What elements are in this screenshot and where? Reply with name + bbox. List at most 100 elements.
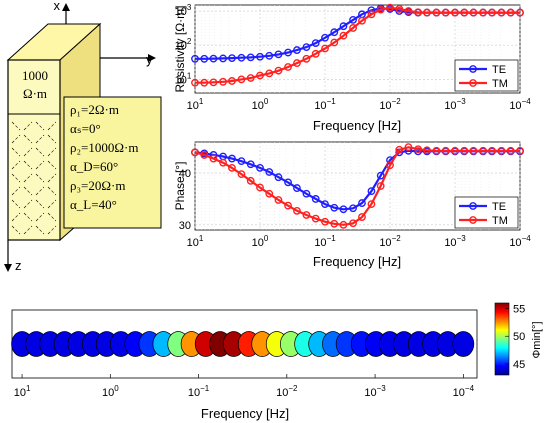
hatch-mark: [11, 186, 21, 196]
hatch-mark: [23, 212, 33, 222]
data-point-tm: [423, 8, 431, 17]
hatch-mark: [11, 121, 21, 131]
resistivity-ticks: 101 100 10−1 10−2 10−3 10−4 101 102 103: [175, 3, 532, 112]
data-point-tm: [395, 5, 404, 13]
data-point-tm: [256, 71, 264, 80]
data-point-tm: [209, 154, 218, 163]
legend-marker-te: [469, 202, 477, 210]
data-point-te: [339, 205, 348, 214]
data-point-tm: [386, 3, 394, 12]
parameter-3: α_D=60°: [70, 159, 118, 174]
x-tick-label: 100: [252, 234, 269, 249]
legend-label-te: TE: [492, 201, 506, 213]
y-tick-label: 103: [175, 3, 192, 18]
hatch-mark: [47, 134, 57, 144]
data-point-tm: [516, 146, 524, 155]
data-point-tm: [330, 219, 339, 228]
x-tick-label: 101: [187, 234, 204, 249]
hatch-mark: [35, 147, 45, 157]
data-point-tm: [302, 54, 311, 63]
data-point-tm: [339, 31, 348, 40]
data-point-tm: [469, 8, 478, 17]
data-point-te: [274, 173, 283, 182]
data-point-tm: [265, 69, 274, 78]
parameter-4: ρ₃=20Ω·m: [70, 178, 125, 193]
hatch-mark: [23, 186, 33, 196]
hatch-mark: [35, 173, 45, 183]
data-point-tm: [432, 8, 441, 17]
data-point-tm: [404, 7, 413, 15]
z-axis-arrowhead: [4, 264, 12, 272]
hatch-mark: [35, 199, 45, 209]
data-point-tm: [349, 24, 357, 32]
data-point-tm: [293, 206, 301, 215]
data-point-tm: [200, 151, 209, 159]
y-tick-label: 102: [175, 37, 192, 52]
data-point-te: [228, 54, 236, 62]
data-point-tm: [219, 158, 227, 167]
data-point-tm: [423, 146, 431, 155]
hatch-mark: [11, 199, 21, 209]
colorbar: [494, 302, 510, 376]
layered-model-diagram: x y z 1000 Ω·m ρ₁=2Ω·m αₛ=0° ρ₂=1000Ω·m α_D…: [4, 0, 162, 273]
data-point-tm: [237, 170, 246, 178]
hatch-mark: [11, 212, 21, 222]
hatch-mark: [47, 199, 57, 209]
hatch-mark: [11, 147, 21, 157]
colorbar-tick-label: 50: [513, 331, 525, 343]
data-point-te: [191, 54, 199, 63]
hatch-mark: [35, 134, 45, 144]
data-point-te: [293, 46, 301, 54]
data-point-te: [284, 178, 292, 187]
anisotropic-layer-hatching: [11, 121, 57, 235]
data-point-tm: [460, 8, 469, 17]
data-point-te: [302, 189, 311, 198]
data-point-te: [358, 199, 366, 207]
data-point-tm: [404, 143, 413, 152]
resistivity-series: [191, 3, 524, 87]
phase-series: [191, 143, 524, 229]
parameter-5: α_L=40°: [70, 197, 117, 212]
data-point-tm: [246, 176, 255, 185]
data-point-tm: [256, 183, 264, 192]
hatch-mark: [35, 225, 45, 235]
hatch-mark: [23, 225, 33, 235]
data-point-tm: [284, 63, 292, 71]
x-tick-label: 10−1: [188, 384, 210, 399]
data-point-te: [265, 51, 274, 60]
parameter-box: [63, 96, 162, 229]
data-point-tm: [479, 8, 487, 17]
data-point-tm: [200, 78, 209, 87]
data-point-tm: [376, 182, 385, 190]
x-tick-label: 101: [14, 384, 31, 399]
resistivity-y-label: Resistivity [Ω·m]: [173, 6, 187, 93]
hatch-mark: [11, 173, 21, 183]
hatch-mark: [47, 212, 57, 222]
hatch-mark: [35, 186, 45, 196]
data-point-tm: [488, 146, 496, 155]
data-point-tm: [441, 146, 450, 155]
z-axis-label: z: [15, 258, 22, 273]
hatch-mark: [11, 160, 21, 170]
hatch-mark: [47, 121, 57, 131]
data-point-tm: [228, 77, 236, 85]
x-tick-label: 10−4: [453, 384, 475, 399]
data-point-te: [256, 52, 264, 61]
colorbar-tick-label: 45: [513, 359, 525, 371]
y-axis-arrowhead: [148, 54, 156, 62]
data-point-tm: [451, 146, 459, 155]
series-line-tm: [194, 146, 520, 226]
data-point-tm: [228, 163, 236, 172]
x-tick-label: 100: [102, 384, 119, 399]
legend-marker-tm: [469, 79, 477, 87]
data-point-tm: [432, 146, 441, 155]
data-point-tm: [395, 145, 404, 154]
data-point-te: [293, 184, 301, 192]
colorbar-tick-label: 55: [513, 304, 525, 316]
data-point-tm: [274, 196, 283, 204]
data-point-te: [200, 54, 209, 63]
hatch-mark: [23, 199, 33, 209]
data-point-tm: [488, 8, 496, 17]
x-tick-label: 10−4: [509, 234, 531, 249]
